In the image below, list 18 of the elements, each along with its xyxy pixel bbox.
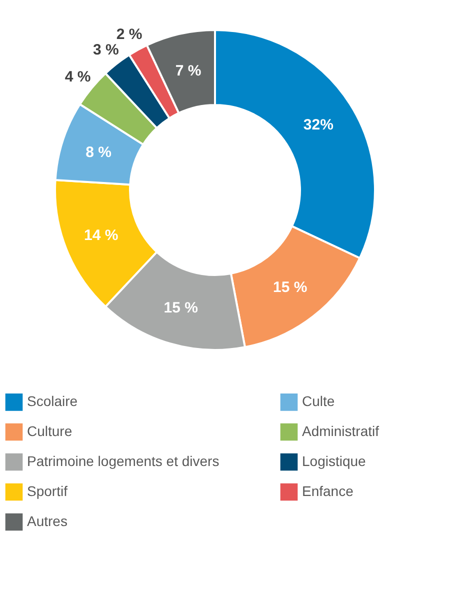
data-label: 4 % — [64, 68, 91, 86]
legend-label: Culte — [302, 393, 335, 410]
data-label: 14 % — [84, 227, 118, 244]
data-label: 32% — [303, 116, 334, 134]
legend-label: Logistique — [302, 453, 366, 469]
data-label: 2 % — [116, 26, 142, 44]
legend-label: Autres — [27, 513, 68, 529]
legend-label: Scolaire — [27, 393, 78, 410]
legend-label: Enfance — [302, 483, 354, 499]
legend-label: Culture — [27, 423, 72, 439]
data-label: 3 % — [92, 41, 119, 58]
data-label: 7 % — [175, 62, 202, 80]
data-label: 15 % — [164, 300, 198, 317]
data-label: 8 % — [86, 144, 112, 162]
legend-label: Sportif — [27, 483, 68, 499]
data-label: 15 % — [272, 278, 308, 296]
legend-label: Patrimoine logements et divers — [27, 453, 220, 469]
legend-label: Administratif — [302, 423, 380, 439]
